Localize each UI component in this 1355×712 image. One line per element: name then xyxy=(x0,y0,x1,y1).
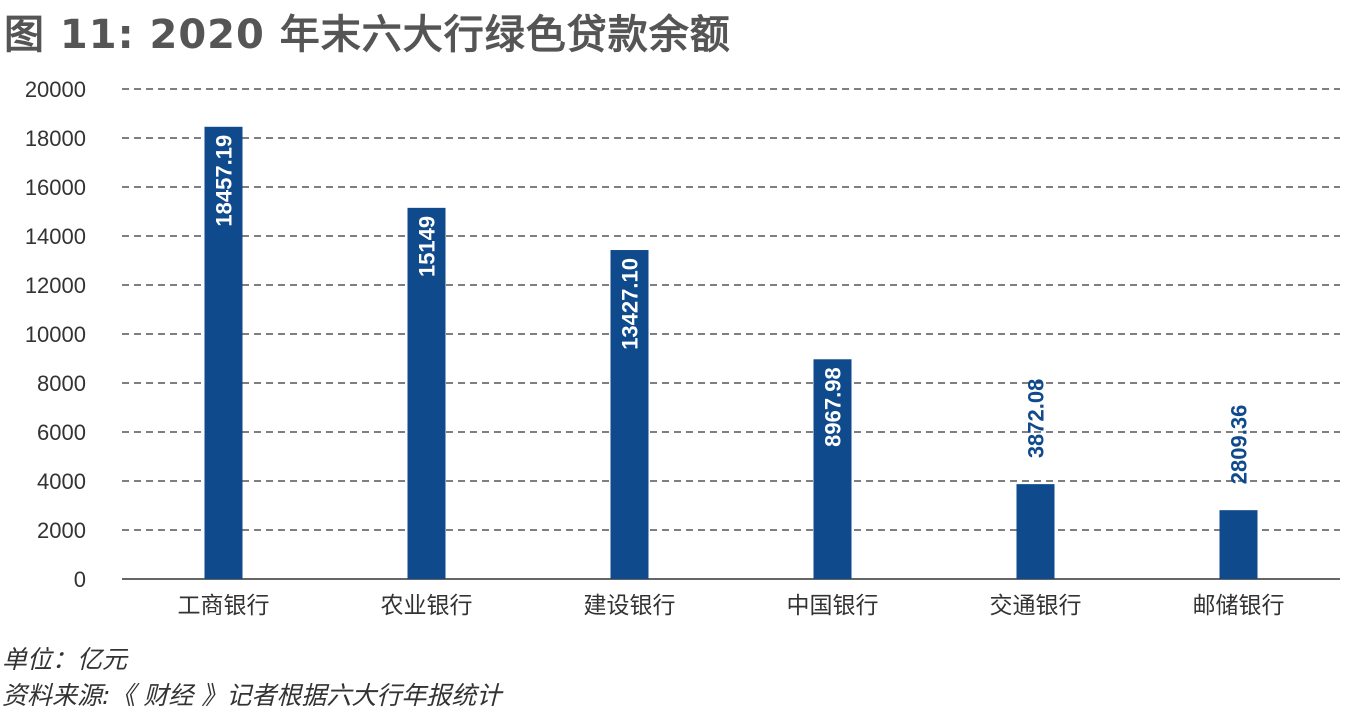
bar xyxy=(204,126,243,580)
data-label: 13427.10 xyxy=(618,258,643,350)
source-note: 资料来源:《 财经 》记者根据六大行年报统计 xyxy=(2,681,502,710)
y-tick-label: 6000 xyxy=(37,420,86,445)
bar-chart: 0 2000 4000 6000 8000 10000 12000 14000 16000 180… xyxy=(25,77,1340,619)
bar xyxy=(610,250,649,579)
data-label: 2809.36 xyxy=(1227,405,1252,485)
data-label: 8967.98 xyxy=(821,367,846,447)
x-tick-label: 农业银行 xyxy=(381,593,473,619)
x-tick-label: 建设银行 xyxy=(584,593,676,619)
bar xyxy=(1219,510,1258,579)
bar xyxy=(1016,484,1055,579)
y-tick-label: 8000 xyxy=(37,371,86,396)
data-label: 18457.19 xyxy=(212,135,237,227)
y-tick-label: 14000 xyxy=(25,224,86,249)
y-tick-label: 16000 xyxy=(25,175,86,200)
data-label: 3872.08 xyxy=(1024,379,1049,459)
y-tick-label: 18000 xyxy=(25,126,86,151)
y-tick-label: 20000 xyxy=(25,77,86,102)
y-tick-label: 4000 xyxy=(37,469,86,494)
data-label: 15149 xyxy=(415,216,440,277)
y-tick-label: 10000 xyxy=(25,322,86,347)
x-tick-label: 工商银行 xyxy=(178,593,270,619)
unit-note: 单位：亿元 xyxy=(2,645,128,674)
bar xyxy=(813,359,852,579)
x-tick-label: 交通银行 xyxy=(990,593,1082,619)
y-tick-label: 12000 xyxy=(25,273,86,298)
y-tick-label: 0 xyxy=(74,567,86,592)
x-tick-label: 中国银行 xyxy=(787,593,879,619)
bar xyxy=(407,207,446,580)
chart-title: 图 11: 2020 年末六大行绿色贷款余额 xyxy=(4,12,731,58)
y-tick-label: 2000 xyxy=(37,518,86,543)
x-tick-label: 邮储银行 xyxy=(1193,593,1285,619)
